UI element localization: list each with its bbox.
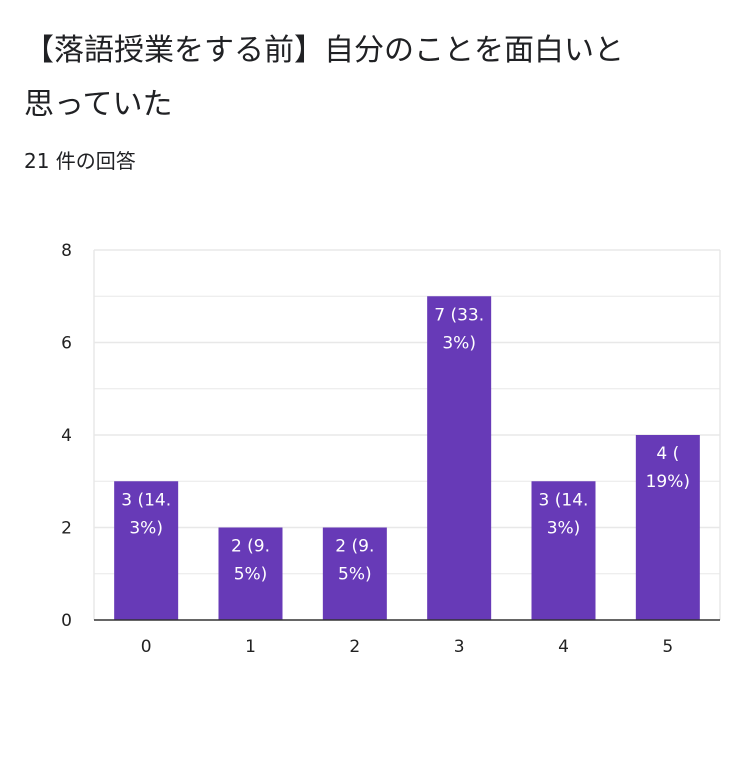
x-tick-label: 1 (245, 637, 256, 657)
bar-data-label: 5%) (338, 565, 372, 585)
bar-data-label: 4 ( (656, 444, 679, 464)
y-tick-label: 8 (61, 241, 72, 261)
x-tick-label: 3 (454, 637, 465, 657)
bar-data-label: 7 (33. (434, 305, 484, 325)
bar-data-label: 3%) (547, 518, 581, 538)
bar-data-label: 3%) (129, 518, 163, 538)
x-tick-label: 2 (349, 637, 360, 657)
chart-title: 【落語授業をする前】自分のことを面白いと思っていた (24, 33, 624, 122)
y-tick-label: 6 (61, 334, 72, 354)
axes: 0 2 4 6 8 0 1 2 3 4 5 (61, 241, 720, 657)
bar-3 (427, 296, 492, 620)
bars: 3 (14. 3%) 2 (9. 5%) 2 (9. 5%) 7 (33. 3%) 3 (14.… (114, 296, 700, 620)
x-tick-label: 4 (558, 637, 569, 657)
bar-data-label: 2 (9. (335, 537, 374, 557)
bar-data-label: 3%) (442, 333, 476, 353)
bar-0 (114, 481, 179, 620)
x-tick-label: 0 (141, 637, 152, 657)
x-tick-label: 5 (662, 637, 673, 657)
bar-5 (635, 435, 700, 620)
bar-data-label: 2 (9. (231, 537, 270, 557)
y-tick-label: 4 (61, 426, 72, 446)
bar-data-label: 3 (14. (539, 490, 589, 510)
bar-data-label: 19%) (646, 472, 690, 492)
bar-data-label: 3 (14. (121, 490, 171, 510)
y-tick-label: 0 (61, 611, 72, 631)
bar-1 (218, 527, 283, 620)
response-count: 21 件の回答 (24, 149, 136, 173)
bar-4 (531, 481, 596, 620)
grid-lines (93, 249, 721, 620)
bar-2 (322, 527, 387, 620)
bar-data-label: 5%) (234, 565, 268, 585)
y-tick-label: 2 (61, 519, 72, 539)
